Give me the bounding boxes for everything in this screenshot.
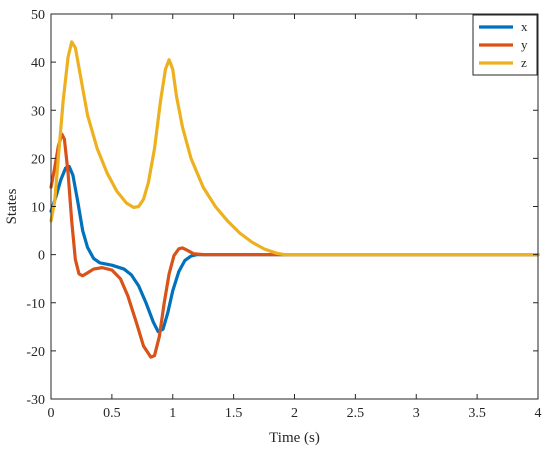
- x-tick-label: 3.5: [468, 406, 486, 421]
- y-tick-label: 40: [31, 56, 45, 71]
- legend-label-y: y: [521, 37, 528, 52]
- x-tick-label: 1: [169, 406, 176, 421]
- x-tick-label: 2: [291, 406, 298, 421]
- x-tick-label: 2.5: [347, 406, 365, 421]
- ticks-layer: 0 0.5 1 1.5 2 2.5 3 3.5 4 -30 -20 -10 0 10 20 30 40 50: [26, 8, 541, 421]
- x-tick-label: 1.5: [225, 406, 243, 421]
- series-line-y: [49, 132, 540, 359]
- series-line-x: [49, 164, 540, 334]
- plot-area-box: [50, 13, 539, 400]
- y-tick-label: -10: [26, 297, 45, 312]
- axes-layer: [50, 13, 539, 400]
- y-tick-label: 50: [31, 8, 45, 23]
- y-tick-label: 20: [31, 152, 45, 167]
- legend-label-z: z: [521, 55, 527, 70]
- y-tick-label: 0: [38, 249, 45, 264]
- y-axis-label: States: [4, 188, 20, 224]
- legend: xyz: [472, 14, 538, 76]
- y-tick-label: -20: [26, 345, 45, 360]
- series-line-z: [49, 40, 540, 257]
- x-tick-label: 3: [413, 406, 420, 421]
- x-tick-label: 4: [535, 406, 542, 421]
- y-tick-label: 30: [31, 104, 45, 119]
- y-tick-label: 10: [31, 201, 45, 216]
- x-axis-label: Time (s): [269, 430, 320, 446]
- x-tick-label: 0.5: [103, 406, 121, 421]
- y-tick-label: -30: [26, 393, 45, 408]
- x-tick-label: 0: [48, 406, 55, 421]
- series-layer: [49, 40, 540, 359]
- legend-label-x: x: [521, 19, 528, 34]
